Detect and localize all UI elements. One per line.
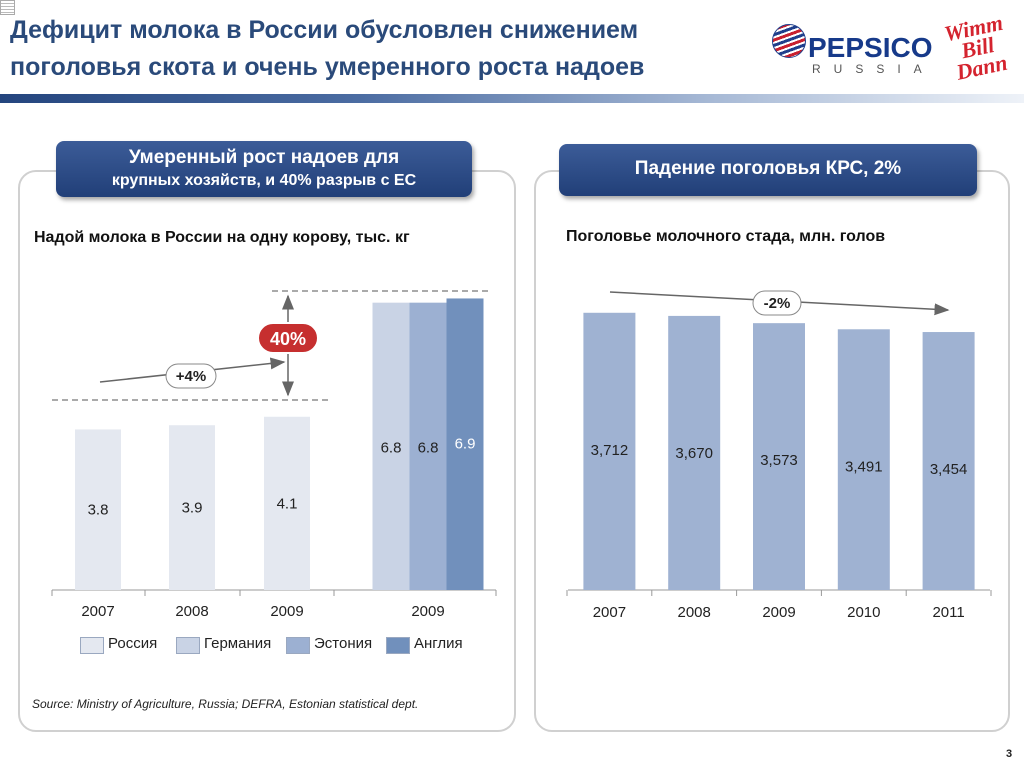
right-bar-label: 3,454 [930,461,968,478]
right-banner: Падение поголовья КРС, 2% [559,144,977,196]
right-bar [922,332,975,590]
source-note: Source: Ministry of Agriculture, Russia;… [32,697,419,711]
legend-label-england: Англия [414,635,463,652]
right-x-tick-label: 2007 [593,604,626,621]
left-chart-annotations: +4% 40% [52,290,490,401]
pepsico-logo-text: PEPSICO [808,32,933,63]
right-bar-label: 3,491 [845,458,883,475]
left-bar-label: 6.9 [455,435,476,452]
left-chart-title: Надой молока в России на одну корову, ты… [34,229,410,246]
slide-thumbnail-icon [0,0,15,15]
right-bar [837,329,890,590]
left-bar [264,416,310,590]
left-bar [169,425,215,590]
page-number: 3 [1006,748,1013,760]
left-bar [372,302,410,590]
left-chart-legend: Россия Германия Эстония Англия [80,634,500,656]
right-bar [668,315,721,590]
right-x-tick-label: 2010 [847,604,880,621]
legend-label-estonia: Эстония [314,635,373,652]
right-bar-label: 3,573 [760,452,798,469]
legend-label-germany: Германия [204,635,272,652]
left-x-tick-label: 2009 [270,603,303,620]
left-x-tick-label: 2009 [411,603,444,620]
left-chart: 3.8 2007 3.9 2008 4.1 2009 6.8 6.8 6.9 2009 [51,298,497,620]
pepsico-logo: PEPSICO RUSSIA [768,22,943,78]
trend-badge [752,290,802,316]
page-title-line2: поголовья скота и очень умеренного роста… [10,53,645,81]
right-bar-label: 3,670 [675,445,713,462]
left-x-tick-label: 2007 [81,603,114,620]
left-bar-label: 3.9 [182,500,203,517]
legend-swatch-england [386,637,410,654]
right-chart: 3,712 2007 3,670 2008 3,573 2009 3,491 2010 3,45… [566,312,992,621]
legend-swatch-russia [80,637,104,654]
left-bar-label: 3.8 [88,502,109,519]
right-x-tick-label: 2009 [762,604,795,621]
page-title-line1: Дефицит молока в России обусловлен сниже… [10,16,639,44]
left-banner-line1: Умеренный рост надоев для [128,147,400,168]
left-banner: Умеренный рост надоев для крупных хозяйс… [56,141,472,197]
title-divider [0,94,1024,103]
pepsico-globe-icon [772,24,806,58]
left-x-tick-label: 2008 [175,603,208,620]
legend-label-russia: Россия [108,635,158,652]
trend-badge-label: -2% [764,295,791,312]
gap-badge [257,322,319,354]
pepsico-logo-subtext: RUSSIA [812,62,935,76]
legend-swatch-estonia [286,637,310,654]
left-bar [75,429,121,590]
page-title: Дефицит молока в России обусловлен сниже… [10,12,770,86]
right-x-tick-label: 2008 [678,604,711,621]
right-chart-annotations: -2% [609,290,950,316]
left-bar-label: 6.8 [381,440,402,457]
growth-badge-label: +4% [176,368,206,385]
legend-swatch-germany [176,637,200,654]
right-bar [753,323,805,590]
right-bar [583,312,636,590]
right-x-tick-label: 2011 [932,604,964,621]
left-bar [446,298,484,590]
left-bar-label: 6.8 [418,440,439,457]
right-banner-line1: Падение поголовья КРС, 2% [634,158,902,179]
gap-badge-label: 40% [270,329,306,349]
left-bar [409,302,447,590]
left-bar-label: 4.1 [277,495,298,512]
growth-badge [165,363,217,389]
left-banner-line2: крупных хозяйств, и 40% разрыв с ЕС [111,172,417,189]
right-chart-title: Поголовье молочного стада, млн. голов [566,228,886,245]
right-bar-label: 3,712 [591,442,629,459]
